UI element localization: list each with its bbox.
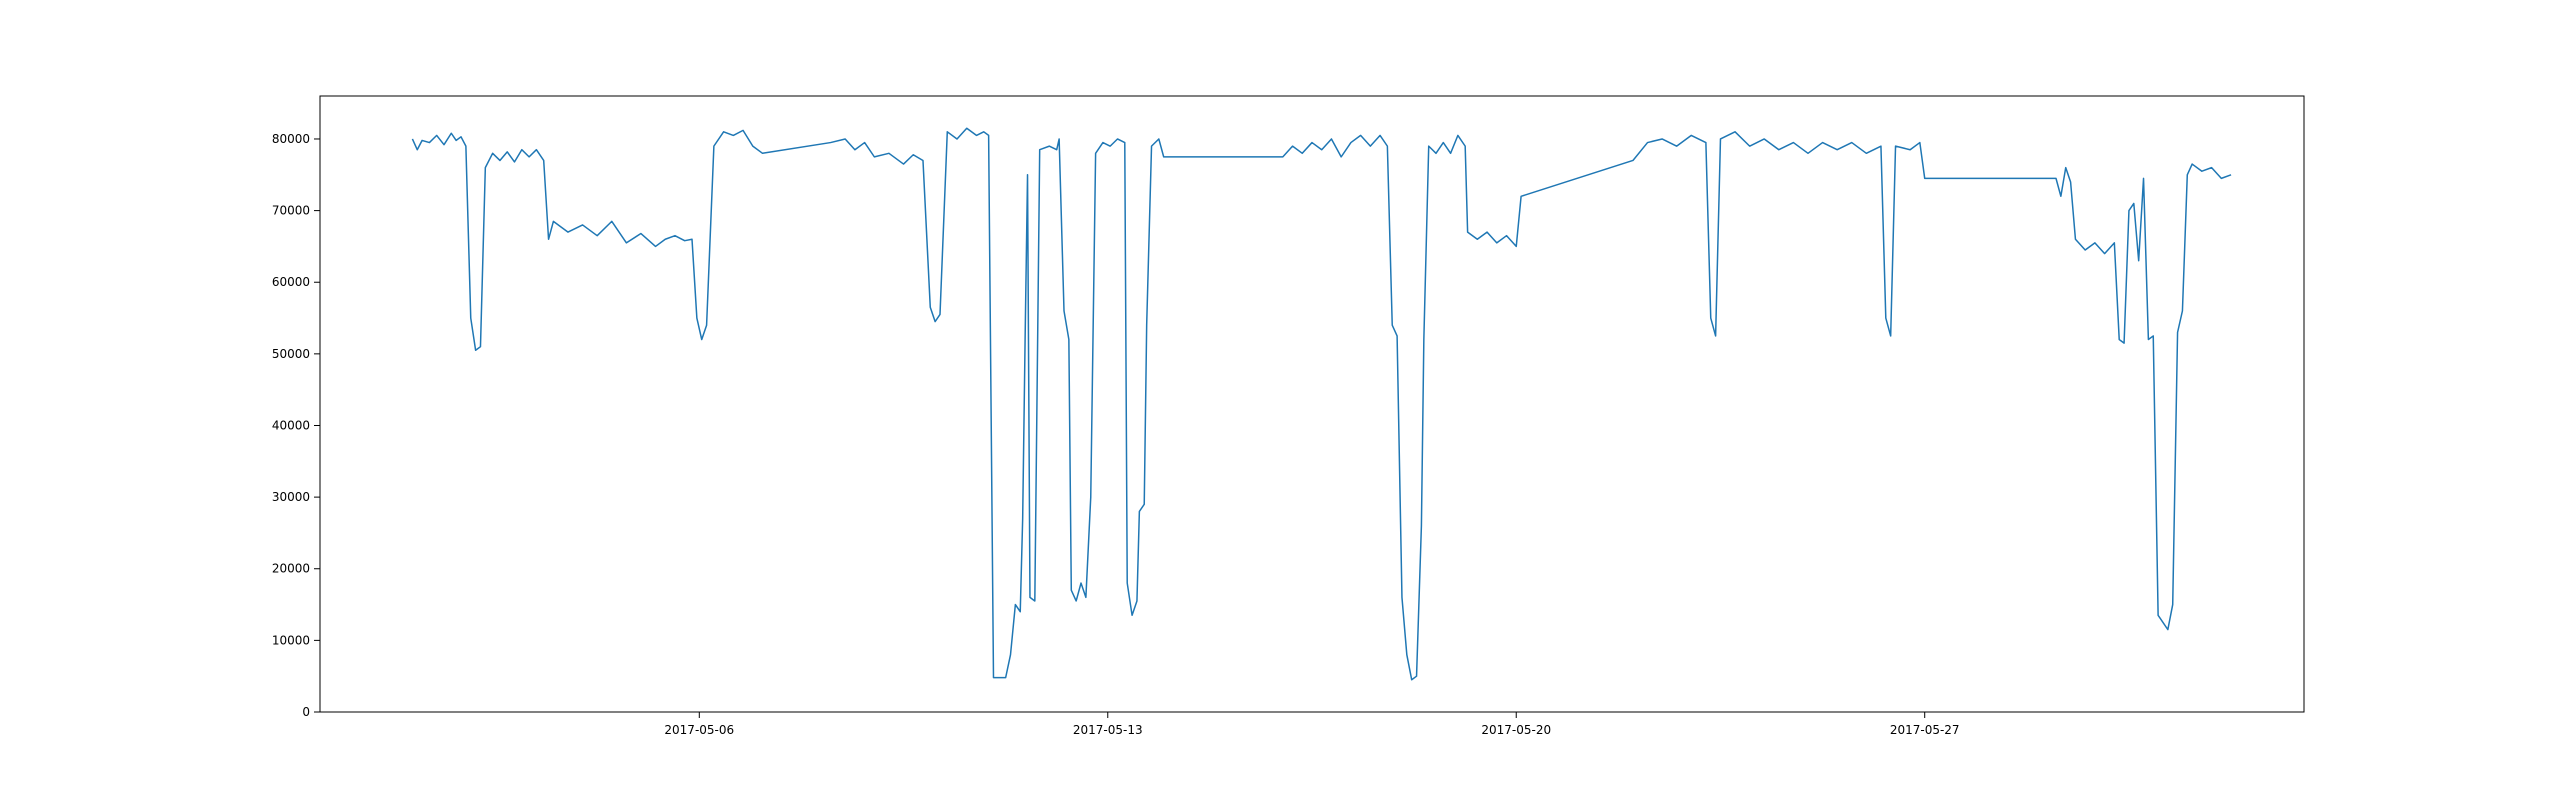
y-tick-label: 10000 xyxy=(272,633,310,647)
y-tick-label: 80000 xyxy=(272,132,310,146)
x-tick-label: 2017-05-27 xyxy=(1890,723,1960,737)
y-tick-label: 20000 xyxy=(272,562,310,576)
y-tick-label: 50000 xyxy=(272,347,310,361)
axes-frame xyxy=(319,95,2305,713)
x-tick-label: 2017-05-20 xyxy=(1481,723,1551,737)
plot-area xyxy=(319,95,2305,713)
x-tick-label: 2017-05-13 xyxy=(1073,723,1143,737)
axes-background xyxy=(320,96,2304,712)
y-tick-label: 70000 xyxy=(272,204,310,218)
y-tick-label: 60000 xyxy=(272,275,310,289)
y-tick-label: 40000 xyxy=(272,418,310,432)
x-axis: 2017-05-06 2017-05-13 2017-05-20 2017-05-27 xyxy=(664,712,1960,737)
x-tick-label: 2017-05-06 xyxy=(664,723,734,737)
y-tick-label: 30000 xyxy=(272,490,310,504)
series-line xyxy=(411,127,2232,681)
y-axis: 0 10000 20000 30000 40000 50000 60000 70000 8000… xyxy=(272,132,320,719)
y-tick-label: 0 xyxy=(302,705,310,719)
